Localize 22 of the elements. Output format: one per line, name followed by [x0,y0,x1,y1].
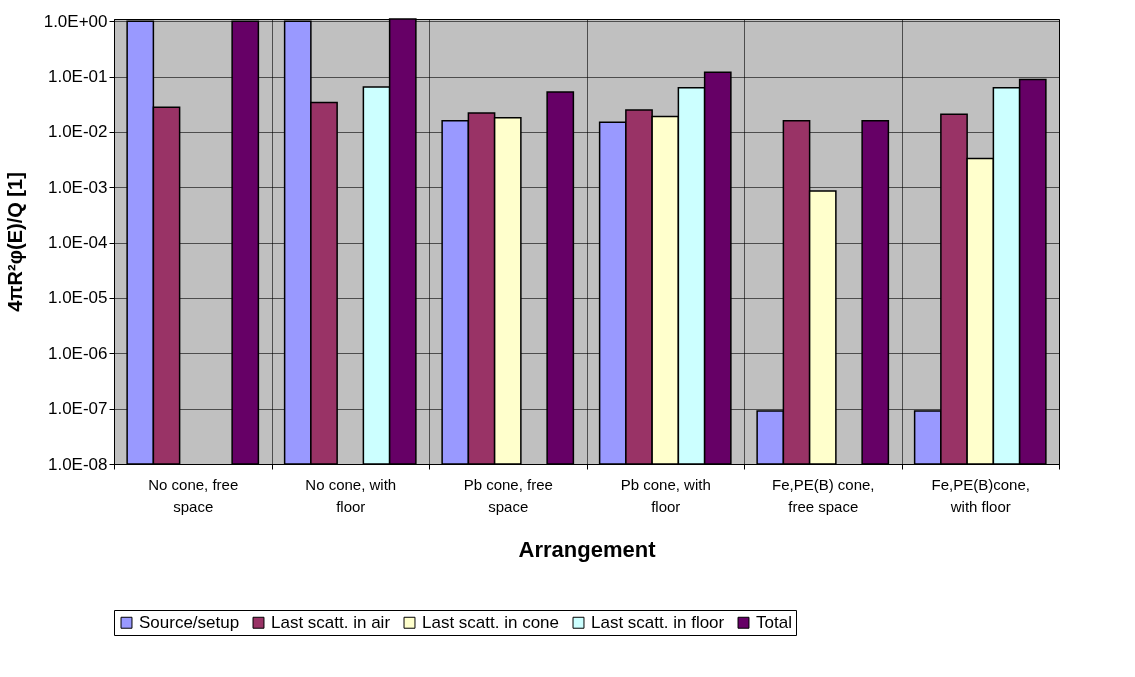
x-tick-label: Fe,PE(B)cone, with floor [931,475,1030,515]
y-tick-label: 1.0E-03 [47,177,108,197]
y-tick-label: 1.0E-01 [47,67,108,87]
y-tick-label: 1.0E-06 [47,343,108,363]
x-tick-label: No cone, with floor [305,475,397,515]
y-tick-label: 1.0E-02 [47,122,108,142]
x-axis-title: Arrangement [518,536,657,562]
y-tick-label: 1.0E-07 [47,399,108,419]
legend-label: Last scatt. in air [271,612,391,632]
legend-label: Last scatt. in cone [422,612,560,632]
y-tick-label: 1.0E-04 [47,233,108,253]
legend-label: Total [756,612,792,632]
legend-label: Source/setup [139,612,240,632]
y-tick-label: 1.0E+00 [43,11,108,31]
legend-label: Last scatt. in floor [591,612,725,632]
x-tick-label: Pb cone, with floor [620,475,711,515]
y-tick-label: 1.0E-08 [47,454,108,474]
y-tick-label: 1.0E-05 [47,288,108,308]
x-tick-label: Fe,PE(B) cone, free space [771,475,875,515]
x-tick-label: Pb cone, free space [463,475,553,515]
x-tick-label: No cone, free space [148,475,239,515]
y-axis-title: 4πR²φ(E)/Q [1] [3,172,26,312]
